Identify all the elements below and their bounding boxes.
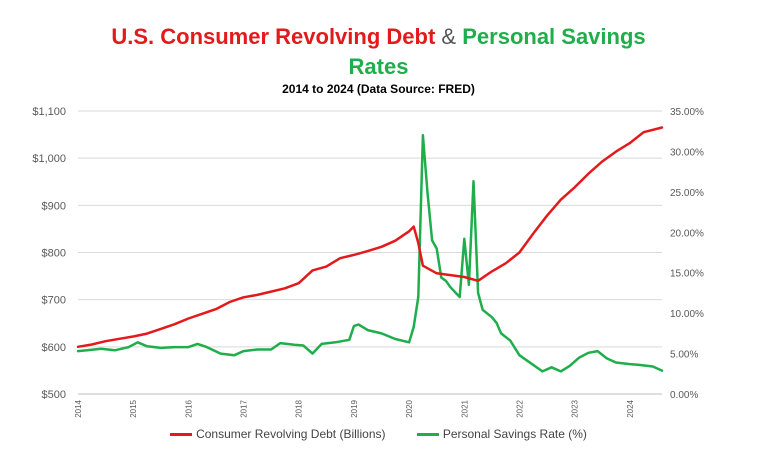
x-tick-label: 2020 <box>405 399 414 417</box>
x-tick-label: 2017 <box>240 399 249 417</box>
y-right-tick-label: 5.00% <box>670 350 698 361</box>
y-right-tick-label: 25.00% <box>670 188 704 199</box>
legend-item-savings: Personal Savings Rate (%) <box>416 426 587 441</box>
y-right-tick-label: 30.00% <box>670 147 704 158</box>
legend-label-savings: Personal Savings Rate (%) <box>442 426 587 441</box>
title-ampersand: & <box>441 24 457 49</box>
x-tick-label: 2021 <box>460 399 469 417</box>
x-tick-label: 2015 <box>129 399 138 417</box>
x-tick-label: 2014 <box>74 399 83 417</box>
legend-item-debt: Consumer Revolving Debt (Billions) <box>170 427 385 441</box>
grid-lines <box>78 110 662 348</box>
title-debt: U.S. Consumer Revolving Debt <box>111 24 436 49</box>
legend-swatch-debt <box>170 433 193 437</box>
y-left-tick-label: $900 <box>42 200 66 212</box>
title-rates: Rates <box>348 54 409 79</box>
y-left-tick-label: $600 <box>42 342 66 354</box>
chart-subtitle: 2014 to 2024 (Data Source: FRED) <box>282 82 475 96</box>
series-lines <box>76 126 664 373</box>
y-left-tick-label: $700 <box>42 295 66 307</box>
y-left-tick-label: $1,100 <box>32 106 66 118</box>
x-tick-label: 2019 <box>350 399 359 417</box>
y-right-tick-label: 0.00% <box>670 390 698 401</box>
title-savings: Personal Savings <box>462 24 646 49</box>
y-right-tick-label: 20.00% <box>670 228 704 239</box>
axes: $500 $600 $700 $800 $900 $1,000 $1,100 0.00% 5.0… <box>32 106 704 418</box>
legend-swatch-savings <box>416 433 439 437</box>
y-right-tick-label: 10.00% <box>670 309 704 320</box>
legend-label-debt: Consumer Revolving Debt (Billions) <box>196 426 386 441</box>
y-left-tick-label: $500 <box>42 389 66 401</box>
y-left-tick-label: $800 <box>42 248 66 260</box>
x-tick-label: 2018 <box>295 399 304 417</box>
chart-title: U.S. Consumer Revolving Debt & Personal … <box>0 22 757 82</box>
legend: Consumer Revolving Debt (Billions) Perso… <box>0 426 757 441</box>
y-right-tick-label: 35.00% <box>670 107 704 118</box>
x-tick-label: 2024 <box>626 399 635 417</box>
x-tick-label: 2023 <box>571 399 580 417</box>
x-tick-label: 2016 <box>184 399 193 417</box>
x-tick-label: 2022 <box>515 399 524 417</box>
series-line-debt <box>76 126 664 349</box>
y-left-tick-label: $1,000 <box>32 153 66 165</box>
y-right-tick-label: 15.00% <box>670 269 704 280</box>
series-line-savings <box>76 134 664 373</box>
